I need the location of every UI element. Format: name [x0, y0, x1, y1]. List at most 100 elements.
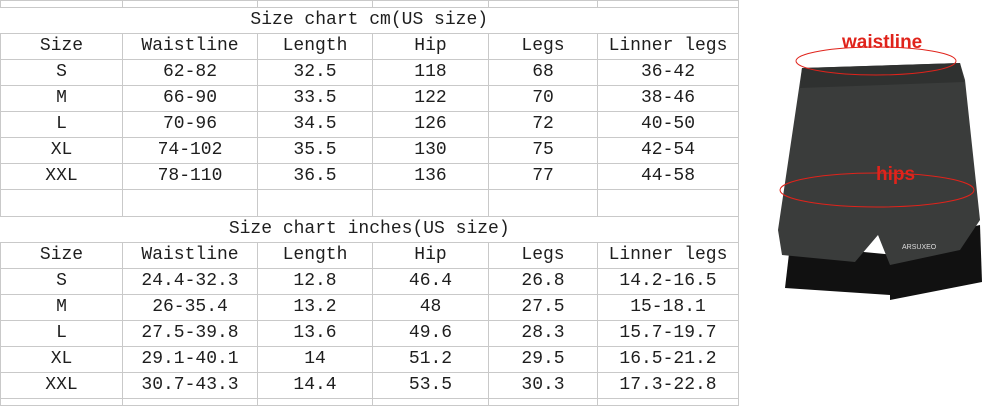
- shorts-body: [778, 63, 980, 265]
- empty-cell: [122, 189, 258, 217]
- value-cell: 68: [488, 59, 598, 86]
- value-cell: 75: [488, 137, 598, 164]
- table-row: S 62-82 32.5 118 68 36-42: [0, 59, 739, 86]
- size-cell: XL: [0, 346, 123, 373]
- table-row: L 27.5-39.8 13.6 49.6 28.3 15.7-19.7: [0, 320, 739, 347]
- value-cell: 14.4: [257, 372, 373, 399]
- empty-cell: [0, 189, 123, 217]
- value-cell: 12.8: [257, 268, 373, 295]
- value-cell: 34.5: [257, 111, 373, 138]
- empty-cell: [372, 0, 489, 8]
- table-row: M 66-90 33.5 122 70 38-46: [0, 85, 739, 112]
- table-row: XL 74-102 35.5 130 75 42-54: [0, 137, 739, 164]
- waistband: [800, 63, 964, 88]
- value-cell: 72: [488, 111, 598, 138]
- column-header: Waistline: [122, 33, 258, 60]
- size-cell: XXL: [0, 163, 123, 190]
- column-header: Hip: [372, 33, 489, 60]
- value-cell: 24.4-32.3: [122, 268, 258, 295]
- value-cell: 13.2: [257, 294, 373, 321]
- value-cell: 15.7-19.7: [597, 320, 739, 347]
- value-cell: 74-102: [122, 137, 258, 164]
- table-row: XXL 78-110 36.5 136 77 44-58: [0, 163, 739, 190]
- hip-ellipse: [779, 172, 975, 208]
- column-header: Length: [257, 242, 373, 269]
- size-cell: XL: [0, 137, 123, 164]
- size-chart-table: Size chart cm(US size) Size Waistline Lengt…: [0, 0, 739, 406]
- table-row: S 24.4-32.3 12.8 46.4 26.8 14.2-16.5: [0, 268, 739, 295]
- size-cell: XXL: [0, 372, 123, 399]
- empty-cell: [0, 0, 123, 8]
- empty-cell: [597, 189, 739, 217]
- value-cell: 13.6: [257, 320, 373, 347]
- value-cell: 30.3: [488, 372, 598, 399]
- value-cell: 36.5: [257, 163, 373, 190]
- column-header: Linner legs: [597, 33, 739, 60]
- value-cell: 70-96: [122, 111, 258, 138]
- column-header: Hip: [372, 242, 489, 269]
- waistline-label: waistline: [841, 32, 922, 53]
- size-cell: M: [0, 294, 123, 321]
- value-cell: 14.2-16.5: [597, 268, 739, 295]
- value-cell: 26-35.4: [122, 294, 258, 321]
- spacer-row: [0, 0, 739, 8]
- value-cell: 46.4: [372, 268, 489, 295]
- value-cell: 126: [372, 111, 489, 138]
- value-cell: 53.5: [372, 372, 489, 399]
- value-cell: 42-54: [597, 137, 739, 164]
- value-cell: 36-42: [597, 59, 739, 86]
- value-cell: 51.2: [372, 346, 489, 373]
- table-row: L 70-96 34.5 126 72 40-50: [0, 111, 739, 138]
- value-cell: 38-46: [597, 85, 739, 112]
- waist-ellipse: [795, 46, 957, 76]
- value-cell: 48: [372, 294, 489, 321]
- value-cell: 16.5-21.2: [597, 346, 739, 373]
- value-cell: 130: [372, 137, 489, 164]
- table-title: Size chart cm(US size): [0, 7, 739, 34]
- hips-label: hips: [876, 164, 915, 185]
- value-cell: 136: [372, 163, 489, 190]
- size-cell: M: [0, 85, 123, 112]
- shorts-image: [778, 63, 982, 300]
- value-cell: 28.3: [488, 320, 598, 347]
- column-header: Legs: [488, 33, 598, 60]
- table-row: Size chart cm(US size): [0, 7, 739, 34]
- column-header: Size: [0, 242, 123, 269]
- size-cell: S: [0, 268, 123, 295]
- table-title: Size chart inches(US size): [0, 216, 739, 243]
- size-cell: L: [0, 111, 123, 138]
- empty-cell: [122, 0, 258, 8]
- blank-row: [0, 189, 739, 217]
- table-row: Size Waistline Length Hip Legs Linner legs: [0, 242, 739, 269]
- empty-cell: [372, 189, 489, 217]
- value-cell: 122: [372, 85, 489, 112]
- brand-label: ARSUXEO: [902, 244, 937, 251]
- value-cell: 118: [372, 59, 489, 86]
- value-cell: 35.5: [257, 137, 373, 164]
- empty-cell: [488, 189, 598, 217]
- table-row: XL 29.1-40.1 14 51.2 29.5 16.5-21.2: [0, 346, 739, 373]
- table-row: Size Waistline Length Hip Legs Linner legs: [0, 33, 739, 60]
- empty-cell: [488, 0, 598, 8]
- table-row: XXL 30.7-43.3 14.4 53.5 30.3 17.3-22.8: [0, 372, 739, 399]
- size-chart: Size chart cm(US size) Size Waistline Lengt…: [0, 0, 739, 406]
- column-header: Linner legs: [597, 242, 739, 269]
- value-cell: 27.5-39.8: [122, 320, 258, 347]
- value-cell: 26.8: [488, 268, 598, 295]
- value-cell: 14: [257, 346, 373, 373]
- value-cell: 15-18.1: [597, 294, 739, 321]
- value-cell: 17.3-22.8: [597, 372, 739, 399]
- value-cell: 27.5: [488, 294, 598, 321]
- value-cell: 70: [488, 85, 598, 112]
- value-cell: 29.1-40.1: [122, 346, 258, 373]
- empty-cell: [597, 0, 739, 8]
- value-cell: 66-90: [122, 85, 258, 112]
- empty-cell: [257, 189, 373, 217]
- column-header: Length: [257, 33, 373, 60]
- value-cell: 49.6: [372, 320, 489, 347]
- value-cell: 78-110: [122, 163, 258, 190]
- column-header: Waistline: [122, 242, 258, 269]
- value-cell: 77: [488, 163, 598, 190]
- size-cell: S: [0, 59, 123, 86]
- table-row: M 26-35.4 13.2 48 27.5 15-18.1: [0, 294, 739, 321]
